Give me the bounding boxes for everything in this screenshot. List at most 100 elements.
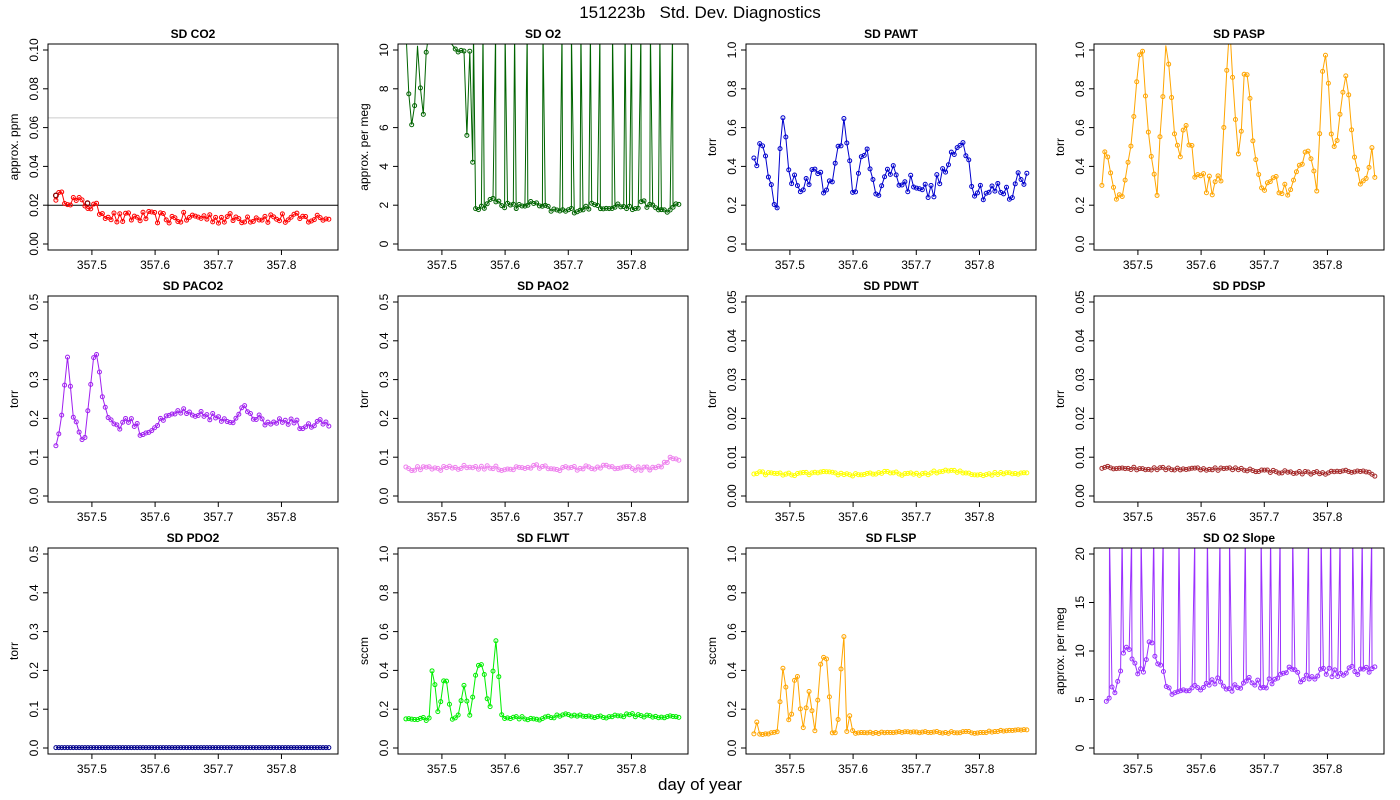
data-point — [1256, 172, 1262, 178]
data-point — [943, 169, 949, 175]
data-point — [1183, 123, 1189, 129]
data-point — [592, 202, 598, 208]
data-point — [62, 200, 68, 206]
data-point — [919, 729, 925, 735]
y-tick-label: 1.0 — [725, 41, 739, 58]
data-point — [1118, 668, 1124, 674]
x-tick-label: 357.7 — [203, 258, 233, 272]
data-point — [829, 469, 835, 475]
y-axis-label: torr — [1053, 390, 1067, 408]
data-point — [606, 464, 612, 470]
data-point — [1099, 465, 1105, 471]
data-point — [786, 717, 792, 723]
data-point — [803, 175, 809, 181]
data-point — [247, 745, 253, 751]
data-point — [989, 729, 995, 735]
y-tick-label: 0.5 — [377, 293, 391, 310]
data-point — [1001, 191, 1007, 197]
data-point — [288, 416, 294, 422]
data-point — [647, 467, 653, 473]
data-point — [977, 729, 983, 735]
data-point — [580, 713, 586, 719]
data-point — [169, 745, 175, 751]
data-point — [629, 207, 635, 213]
data-point — [928, 182, 934, 188]
data-point — [314, 745, 320, 751]
data-point — [768, 470, 774, 476]
data-point — [1273, 173, 1279, 179]
plot-area — [1099, 463, 1378, 479]
data-point — [1021, 181, 1027, 187]
data-point — [823, 656, 829, 662]
data-point — [986, 728, 992, 734]
data-point — [137, 745, 143, 751]
data-point — [1331, 144, 1337, 150]
x-tick-label: 357.7 — [901, 258, 931, 272]
data-point — [969, 183, 975, 189]
data-point — [1312, 676, 1318, 682]
data-point — [650, 202, 656, 208]
data-point — [317, 215, 323, 221]
data-point — [291, 211, 297, 217]
data-point — [1111, 184, 1117, 190]
data-point — [1021, 470, 1027, 476]
data-point — [522, 203, 528, 209]
data-point — [890, 470, 896, 476]
data-point — [1299, 471, 1305, 477]
data-point — [178, 219, 184, 225]
data-point — [800, 187, 806, 193]
data-point — [1232, 682, 1238, 688]
data-point — [65, 354, 71, 360]
data-point — [163, 217, 169, 223]
data-point — [1295, 669, 1301, 675]
data-point — [294, 417, 300, 423]
y-tick-label: 15 — [1073, 596, 1087, 610]
data-point — [925, 730, 931, 736]
x-tick-label: 357.6 — [140, 258, 170, 272]
data-point — [647, 201, 653, 207]
data-point — [980, 730, 986, 736]
y-tick-label: 5 — [1073, 696, 1087, 703]
flagged-point — [84, 200, 91, 207]
panel-title: SD PDWT — [863, 279, 919, 293]
data-point — [250, 416, 256, 422]
data-point — [887, 171, 893, 177]
data-point — [82, 745, 88, 751]
data-point — [624, 206, 630, 212]
data-point — [673, 714, 679, 720]
data-point — [1102, 149, 1108, 155]
data-point — [841, 634, 847, 640]
data-point — [317, 417, 323, 423]
data-point — [545, 466, 551, 472]
data-point — [928, 729, 934, 735]
data-point — [1358, 666, 1364, 672]
data-point — [99, 211, 105, 217]
data-point — [143, 216, 149, 222]
data-point — [123, 745, 129, 751]
data-point — [945, 162, 951, 168]
series-line — [55, 191, 329, 225]
data-point — [1291, 177, 1297, 183]
data-point — [458, 698, 464, 704]
data-point — [473, 206, 479, 212]
data-point — [1326, 665, 1332, 671]
data-point — [67, 745, 73, 751]
data-point — [409, 122, 415, 128]
data-point — [899, 182, 905, 188]
data-point — [1354, 468, 1360, 474]
plot-frame — [745, 295, 1037, 503]
data-point — [554, 207, 560, 213]
data-point — [765, 470, 771, 476]
data-point — [1343, 670, 1349, 676]
data-point — [1229, 688, 1235, 694]
y-axis-label: sccm — [705, 637, 719, 665]
data-point — [911, 471, 917, 477]
data-point — [771, 470, 777, 476]
plot-area — [751, 634, 1030, 737]
data-point — [629, 711, 635, 717]
data-point — [108, 417, 114, 423]
data-point — [192, 745, 198, 751]
data-point — [908, 729, 914, 735]
data-point — [1142, 467, 1148, 473]
data-point — [656, 715, 662, 721]
